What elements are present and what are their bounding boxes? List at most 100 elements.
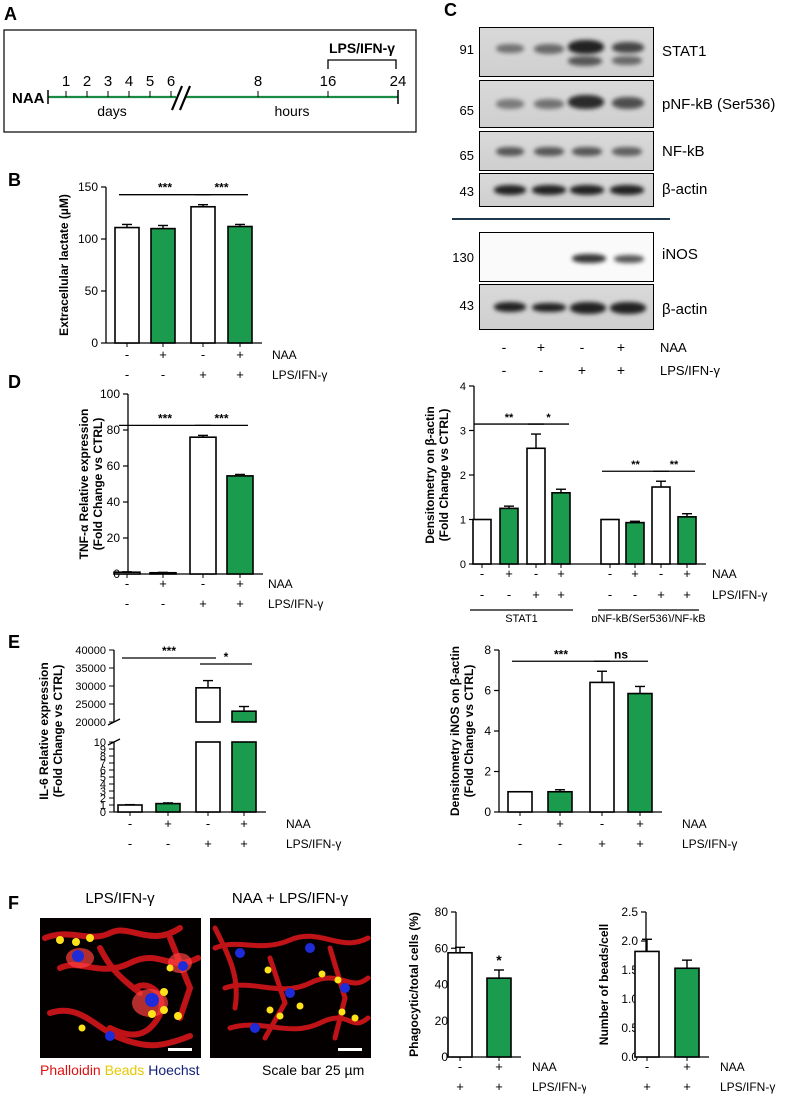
bar [189, 436, 217, 575]
treatment-sign: - [633, 587, 637, 602]
y-axis-label: TNF-α Relative expression [77, 409, 91, 560]
y-tick-label: 50 [85, 284, 99, 298]
treatment-label: NAA [272, 348, 297, 362]
bar [547, 790, 573, 813]
treatment-label: LPS/IFN-γ [532, 1080, 586, 1094]
significance-label: * [496, 952, 502, 968]
tnf-bar-chart: 020406080100******-+-+NAA--++LPS/IFN-γTN… [77, 387, 323, 611]
treatment-sign: + [557, 587, 565, 602]
treatment-sign: - [518, 816, 522, 831]
y-axis-label-sub: (Fold Change vs CTRL) [51, 665, 65, 798]
treatment-label: LPS/IFN-γ [720, 1080, 775, 1094]
microscopy-image-lps [40, 918, 201, 1058]
y-axis-label: Densitometry on β-actin [423, 406, 437, 543]
y-tick-label: 25000 [75, 699, 106, 711]
blot-label: NF-kB [662, 143, 705, 160]
y-tick-label: 2 [460, 470, 466, 482]
y-tick-label: 0 [91, 336, 98, 350]
mw-marker: 43 [459, 184, 474, 199]
bar [625, 521, 645, 565]
y-axis-label: Densitometry iNOS on β-actin [448, 646, 462, 816]
significance-label: ** [631, 459, 640, 471]
blot-label: β-actin [662, 301, 708, 318]
treatment-sign: + [236, 367, 244, 382]
treatment-sign: - [125, 367, 129, 382]
mw-marker: 43 [459, 298, 474, 313]
lactate-bar-chart: 0 50 100 150 *** *** - + - + NAA - - + + LPS/IFN-γ Extra… [57, 180, 327, 382]
timeline-naa-label: NAA [12, 90, 45, 107]
treatment-sign: + [495, 1059, 503, 1074]
y-tick-label: 100 [100, 387, 120, 401]
y-tick-label: 3 [460, 426, 466, 438]
blot-label: β-actin [662, 181, 708, 198]
y-tick-label: 4 [484, 724, 491, 738]
treatment-sign: + [204, 836, 212, 851]
treatment-sign: - [558, 836, 562, 851]
hour-ticks: 8 16 24 [254, 73, 406, 97]
timeline-diagram: NAA 1 2 3 4 5 6 8 16 24 days hours LPS/I… [3, 29, 417, 133]
y-axis-label-sub: (Fold Change vs CTRL) [437, 409, 451, 542]
scale-bar-label: Scale bar 25 µm [262, 1062, 365, 1078]
y-tick-label: 20 [107, 531, 121, 545]
bar [155, 802, 181, 813]
treatment-sign: - [534, 566, 538, 581]
mw-marker: 65 [459, 148, 474, 163]
blot-naa-sign: + [536, 339, 546, 355]
treatment-label: LPS/IFN-γ [272, 368, 327, 382]
group-label: STAT1 [505, 613, 538, 622]
treatment-sign: + [683, 566, 691, 581]
blot-row-nfkb [479, 131, 654, 171]
blot-row-stat1 [479, 27, 654, 77]
treatment-sign: + [456, 1079, 464, 1094]
day-tick-label: 1 [62, 73, 70, 90]
blot-label: iNOS [662, 246, 698, 263]
significance-label: *** [214, 181, 228, 195]
bar [600, 518, 620, 565]
treatment-sign: + [643, 1079, 651, 1094]
treatment-label: NAA [268, 577, 293, 591]
bar [634, 950, 660, 1058]
treatment-sign: - [480, 566, 484, 581]
treatment-sign: + [598, 836, 606, 851]
significance-label: *** [554, 647, 568, 661]
panel-letter-b: B [8, 170, 21, 190]
inos-densitometry-bar-chart: 0 2 4 6 8 *** ns - + - + NAA - - + + LPS/IFN-γ Densitomet… [448, 643, 737, 851]
bar [231, 741, 257, 813]
treatment-sign: + [159, 347, 167, 362]
treatment-sign: + [683, 587, 691, 602]
bar [677, 516, 697, 565]
bar [114, 226, 140, 344]
legend-beads: Beads [104, 1062, 145, 1078]
blot-row-pnfkb [479, 80, 654, 128]
y-tick-label: 0 [460, 559, 466, 571]
treatment-label: LPS/IFN-γ [682, 837, 737, 851]
axis-break-mark [170, 85, 184, 111]
y-axis-label: IL-6 Relative expression [37, 662, 51, 799]
mw-marker: 65 [459, 103, 474, 118]
blot-row-bactin-top [479, 173, 654, 207]
blot-lps-sign: + [577, 362, 587, 378]
treatment-sign: - [645, 1059, 649, 1074]
treatment-sign: - [128, 836, 132, 851]
y-tick-label: 40 [107, 495, 121, 509]
y-tick-label: 40 [435, 978, 449, 992]
treatment-sign: + [636, 836, 644, 851]
bar [486, 977, 512, 1058]
beads-bar-chart: 0.0 0.5 1.0 1.5 2.0 2.5 - + NAA + + LPS/IFN-γ Number… [597, 905, 775, 1094]
treatment-sign: + [236, 347, 244, 362]
treatment-sign: - [608, 587, 612, 602]
treatment-sign: + [199, 596, 207, 611]
treatment-sign: - [161, 596, 165, 611]
y-tick-label: 10 [94, 737, 106, 749]
y-tick-label: 0 [441, 1050, 448, 1064]
treatment-sign: + [240, 836, 248, 851]
significance-label: * [546, 412, 551, 424]
bar [526, 447, 546, 565]
mw-marker: 130 [452, 250, 474, 265]
y-tick-label: 7 [100, 758, 106, 770]
y-axis-label: Phagocytic/total cells (%) [407, 912, 421, 1057]
phagocytic-bar-chart: 0 20 40 60 80 * - + NAA + + LPS/IFN-γ Phagocytic/tot… [407, 905, 586, 1094]
treatment-sign: + [240, 816, 248, 831]
panel-letter-d: D [8, 372, 21, 392]
microscopy-image-naa-lps [210, 918, 371, 1058]
